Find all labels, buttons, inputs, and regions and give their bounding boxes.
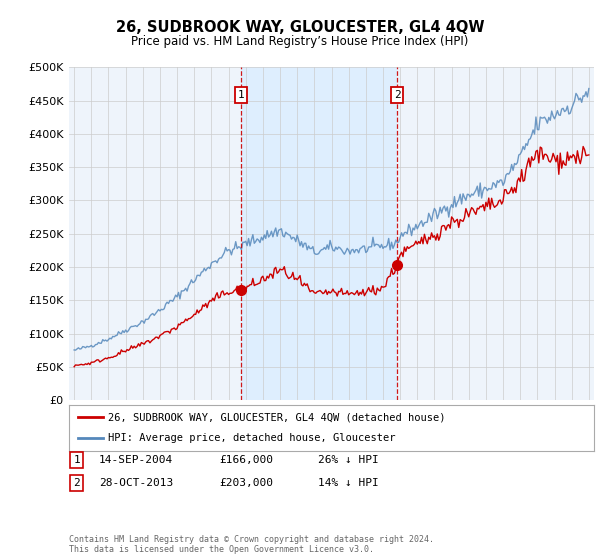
Text: 26, SUDBROOK WAY, GLOUCESTER, GL4 4QW (detached house): 26, SUDBROOK WAY, GLOUCESTER, GL4 4QW (d…: [109, 412, 446, 422]
Text: This data is licensed under the Open Government Licence v3.0.: This data is licensed under the Open Gov…: [69, 545, 374, 554]
Text: Price paid vs. HM Land Registry’s House Price Index (HPI): Price paid vs. HM Land Registry’s House …: [131, 35, 469, 48]
Text: 26, SUDBROOK WAY, GLOUCESTER, GL4 4QW: 26, SUDBROOK WAY, GLOUCESTER, GL4 4QW: [116, 20, 484, 35]
Text: 28-OCT-2013: 28-OCT-2013: [99, 478, 173, 488]
Text: 1: 1: [73, 455, 80, 465]
Text: 14% ↓ HPI: 14% ↓ HPI: [318, 478, 379, 488]
Text: 14-SEP-2004: 14-SEP-2004: [99, 455, 173, 465]
Text: £203,000: £203,000: [219, 478, 273, 488]
Text: 1: 1: [238, 90, 244, 100]
Text: HPI: Average price, detached house, Gloucester: HPI: Average price, detached house, Glou…: [109, 433, 396, 444]
Text: 2: 2: [394, 90, 401, 100]
Bar: [241, 67, 397, 400]
Text: Contains HM Land Registry data © Crown copyright and database right 2024.: Contains HM Land Registry data © Crown c…: [69, 535, 434, 544]
Text: 26% ↓ HPI: 26% ↓ HPI: [318, 455, 379, 465]
Text: £166,000: £166,000: [219, 455, 273, 465]
Text: 2: 2: [73, 478, 80, 488]
